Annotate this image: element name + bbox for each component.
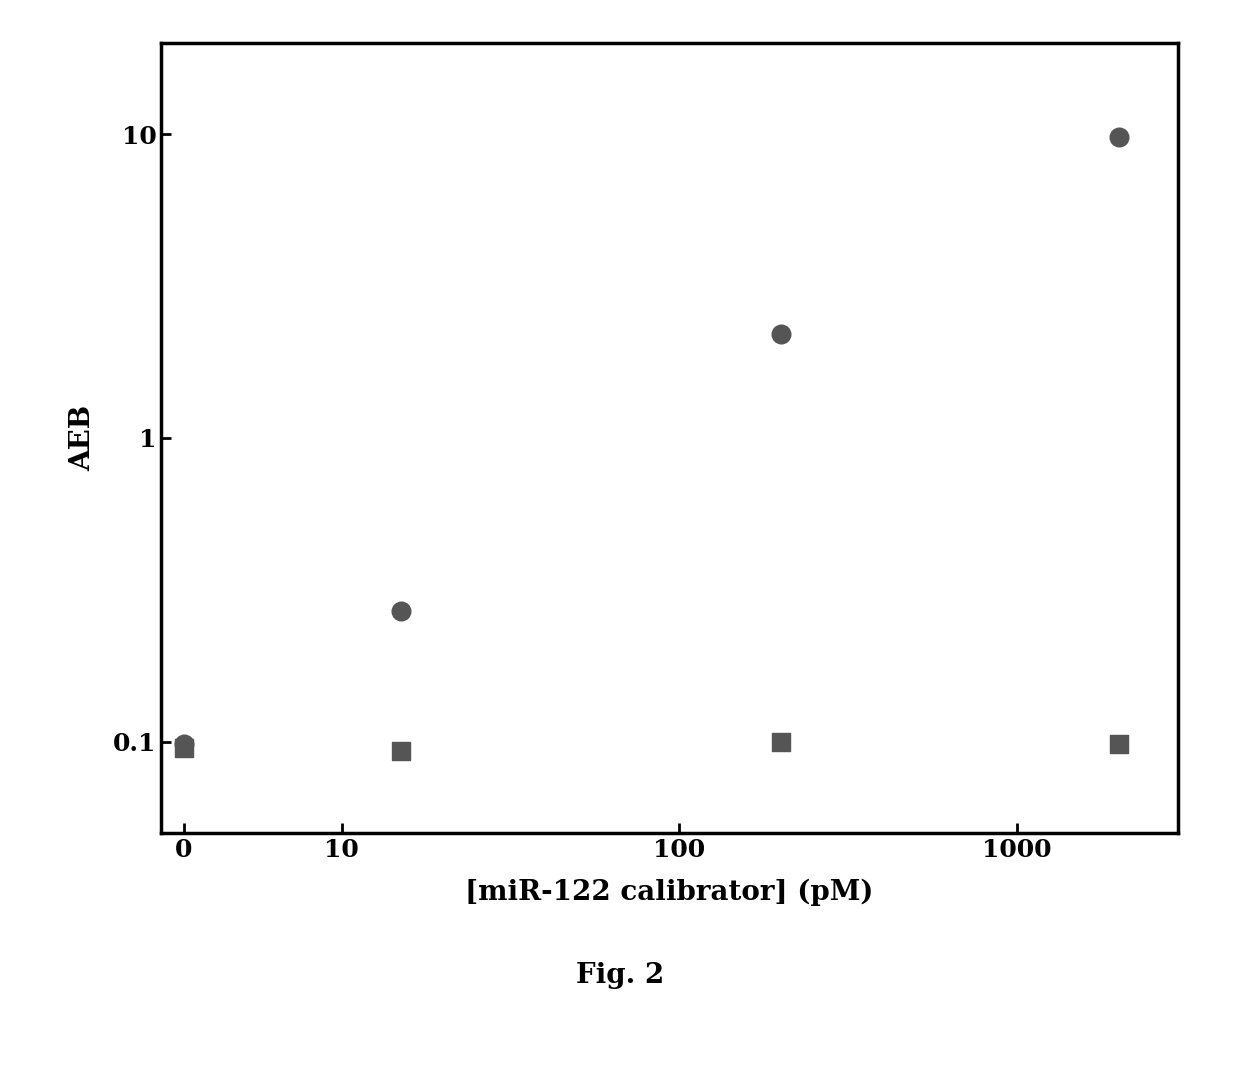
Point (1109, 736, 1128, 753)
Point (174, 736, 193, 753)
Text: Fig. 2: Fig. 2 (575, 961, 665, 989)
Point (771, 326, 791, 343)
Point (771, 733, 791, 750)
Y-axis label: AEB: AEB (69, 405, 97, 471)
Point (1109, 128, 1128, 145)
Point (391, 602, 410, 619)
Point (391, 742, 410, 759)
X-axis label: [miR-122 calibrator] (pM): [miR-122 calibrator] (pM) (465, 879, 874, 906)
Point (174, 740, 193, 757)
